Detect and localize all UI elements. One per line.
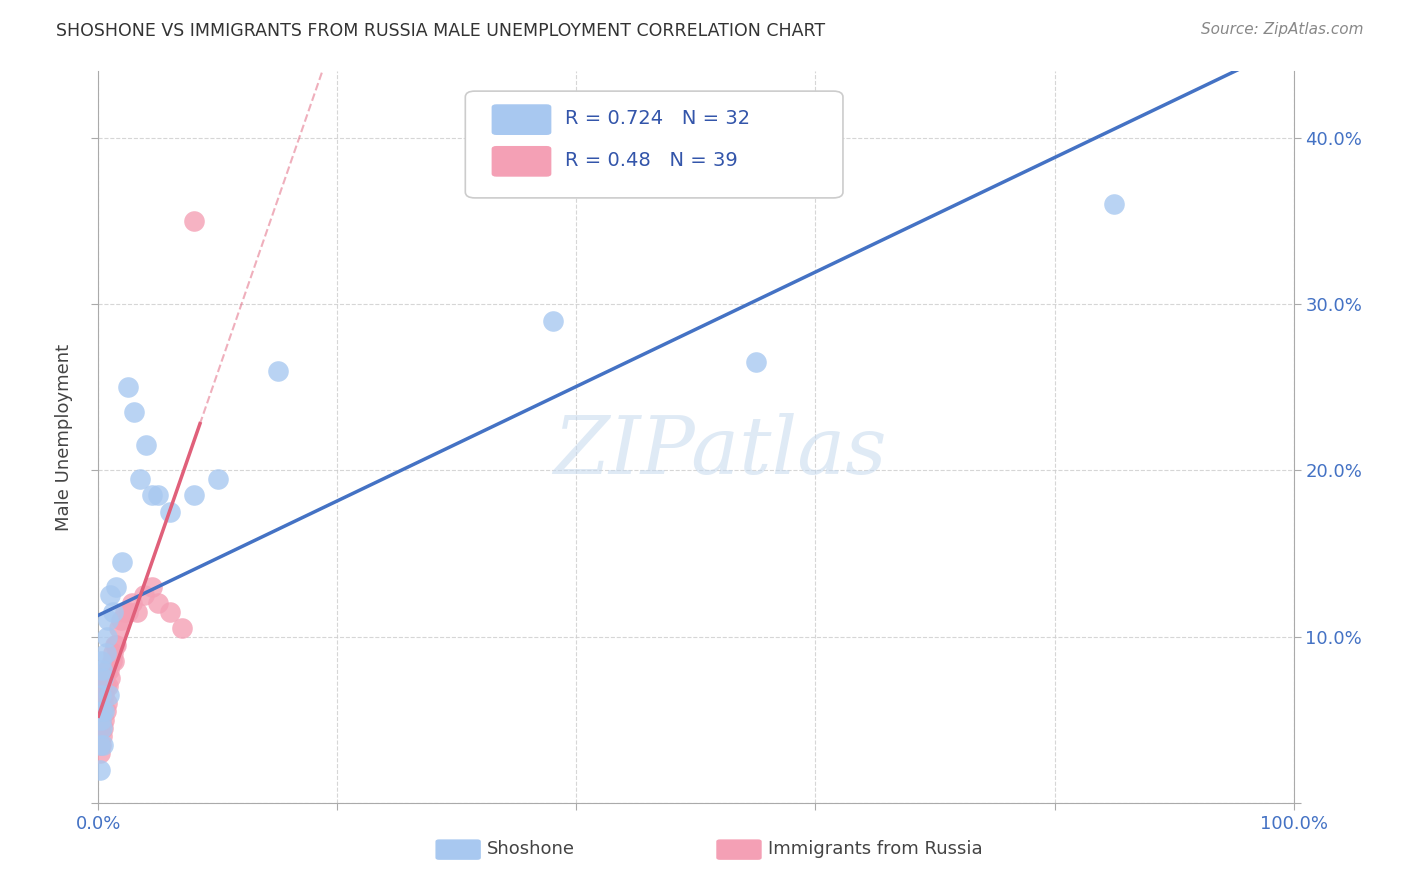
Point [91, 671, 114, 685]
Y-axis label: Male Unemployment: Male Unemployment [55, 343, 73, 531]
Point [132, 588, 155, 602]
Point [91, 705, 114, 719]
Point [207, 472, 229, 486]
FancyBboxPatch shape [492, 104, 551, 135]
Point [141, 488, 163, 502]
Point [183, 488, 205, 502]
Text: R = 0.724   N = 32: R = 0.724 N = 32 [565, 110, 749, 128]
Point [159, 605, 181, 619]
Point [90, 696, 112, 710]
Point [93, 671, 115, 685]
Point [94, 680, 117, 694]
Point [745, 355, 768, 369]
Point [89, 746, 111, 760]
Point [541, 314, 564, 328]
Point [159, 505, 181, 519]
FancyBboxPatch shape [716, 839, 762, 860]
Point [117, 605, 139, 619]
Point [90, 713, 112, 727]
Point [89, 738, 111, 752]
Point [103, 655, 125, 669]
Point [96, 630, 118, 644]
Point [141, 580, 163, 594]
Point [91, 729, 114, 743]
Point [148, 596, 170, 610]
Point [89, 721, 111, 735]
Point [91, 696, 114, 710]
Point [91, 680, 114, 694]
Point [90, 713, 112, 727]
Point [105, 580, 128, 594]
Point [110, 613, 132, 627]
Point [148, 488, 170, 502]
Point [93, 688, 115, 702]
Point [107, 621, 129, 635]
Point [98, 588, 122, 602]
Point [135, 438, 157, 452]
FancyBboxPatch shape [436, 839, 481, 860]
Text: Shoshone: Shoshone [486, 840, 575, 858]
FancyBboxPatch shape [492, 146, 551, 177]
Point [124, 405, 146, 419]
Point [90, 738, 112, 752]
Point [121, 596, 143, 610]
Point [91, 721, 114, 735]
Point [91, 721, 114, 735]
Text: SHOSHONE VS IMMIGRANTS FROM RUSSIA MALE UNEMPLOYMENT CORRELATION CHART: SHOSHONE VS IMMIGRANTS FROM RUSSIA MALE … [56, 22, 825, 40]
Point [93, 713, 115, 727]
Point [89, 696, 111, 710]
Point [94, 646, 117, 660]
Text: R = 0.48   N = 39: R = 0.48 N = 39 [565, 151, 737, 170]
Point [183, 214, 205, 228]
Point [91, 705, 114, 719]
Point [91, 680, 114, 694]
Point [267, 363, 290, 377]
Point [97, 613, 120, 627]
Point [94, 705, 117, 719]
Point [125, 605, 148, 619]
Point [98, 688, 121, 702]
Point [100, 655, 122, 669]
Point [96, 663, 118, 677]
Point [129, 472, 152, 486]
FancyBboxPatch shape [465, 91, 844, 198]
Point [98, 671, 122, 685]
Point [111, 555, 134, 569]
Point [97, 680, 120, 694]
Text: ZIPatlas: ZIPatlas [553, 413, 887, 491]
Point [114, 605, 136, 619]
Point [101, 646, 124, 660]
Point [91, 738, 114, 752]
Point [105, 638, 128, 652]
Point [89, 763, 111, 777]
Point [90, 655, 112, 669]
Point [104, 638, 127, 652]
Point [91, 663, 114, 677]
Point [96, 696, 118, 710]
Text: Source: ZipAtlas.com: Source: ZipAtlas.com [1201, 22, 1364, 37]
Text: Immigrants from Russia: Immigrants from Russia [768, 840, 983, 858]
Point [172, 621, 194, 635]
Point [101, 605, 124, 619]
Point [1104, 197, 1126, 211]
Point [90, 688, 112, 702]
Point [117, 380, 139, 394]
Point [98, 663, 121, 677]
Point [93, 705, 115, 719]
